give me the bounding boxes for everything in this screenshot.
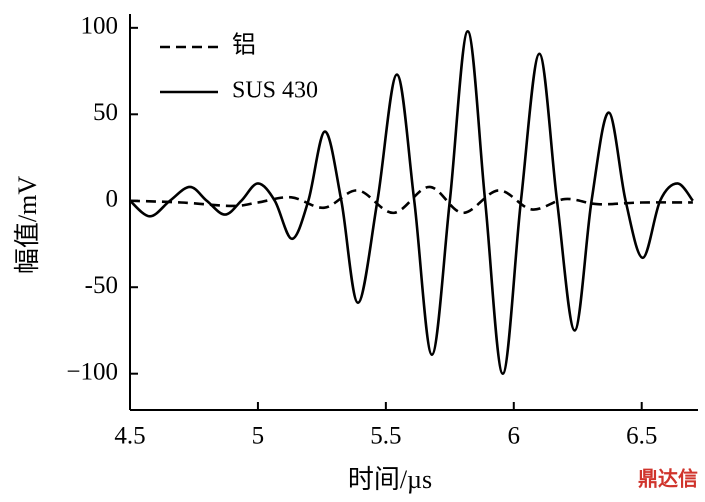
x-tick-label: 5.5 bbox=[370, 423, 401, 450]
legend-label: 铝 bbox=[232, 32, 256, 59]
legend-label: SUS 430 bbox=[232, 78, 318, 104]
y-tick-label: -50 bbox=[85, 272, 118, 299]
line-series bbox=[129, 185, 693, 215]
x-axis-label: 时间/µs bbox=[348, 465, 432, 494]
y-tick-label: −100 bbox=[66, 358, 118, 385]
x-tick-label: 5 bbox=[252, 423, 265, 450]
y-axis-label: 幅值/mV bbox=[13, 176, 42, 274]
watermark: 鼎达信 bbox=[638, 467, 698, 491]
x-tick-label: 4.5 bbox=[114, 423, 145, 450]
y-tick-label: 0 bbox=[106, 185, 119, 212]
x-tick-label: 6 bbox=[508, 423, 521, 450]
y-tick-label: 100 bbox=[81, 13, 119, 40]
line-series bbox=[129, 29, 694, 375]
y-tick-label: 50 bbox=[93, 99, 118, 126]
x-tick-label: 6.5 bbox=[626, 423, 657, 450]
